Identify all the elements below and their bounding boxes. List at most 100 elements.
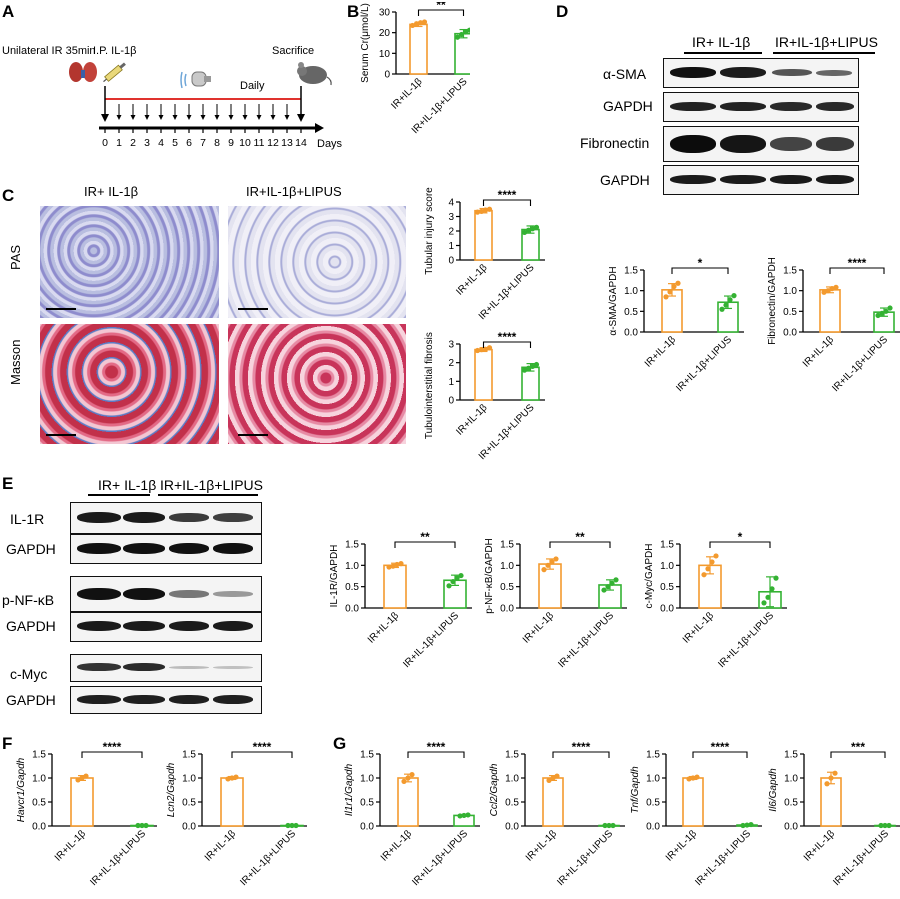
data-point bbox=[229, 775, 235, 781]
significance-label: **** bbox=[498, 188, 517, 202]
significance-bracket bbox=[81, 751, 143, 758]
y-tick-label: 0 bbox=[384, 70, 390, 81]
chart-d-fibronectin: 0.0 0.5 1.0 1.5 Fibronectin/GAPDH IR+IL-1βIR+… bbox=[767, 256, 900, 394]
data-point bbox=[390, 563, 396, 569]
bar bbox=[474, 209, 493, 261]
y-tick-label: 1.5 bbox=[784, 750, 798, 761]
significance-label: **** bbox=[572, 740, 591, 754]
data-point bbox=[521, 229, 528, 236]
data-point bbox=[457, 813, 463, 819]
y-axis-label: Lcn2/Gapdh bbox=[166, 762, 177, 817]
significance-bracket bbox=[231, 751, 293, 758]
data-point bbox=[233, 774, 239, 780]
ip-label: I.P. IL-1β bbox=[93, 45, 137, 57]
category-label: IR+IL-1β bbox=[802, 828, 837, 863]
category-label: IR+IL-1β bbox=[389, 76, 424, 111]
y-tick-label: 0.0 bbox=[500, 604, 514, 615]
y-tick-label: 1.5 bbox=[783, 266, 797, 277]
bar bbox=[383, 564, 407, 609]
y-tick-label: 1.5 bbox=[624, 266, 638, 277]
y-tick-label: 1.5 bbox=[182, 750, 196, 761]
daily-arrow-head bbox=[200, 115, 206, 120]
y-axis-label: Fibronectin/GAPDH bbox=[767, 257, 778, 345]
data-point bbox=[409, 22, 416, 29]
blot-label: p-NF-κB bbox=[2, 592, 55, 608]
bar bbox=[220, 777, 244, 827]
timeline-tick-label: 7 bbox=[200, 137, 206, 149]
significance-label: * bbox=[738, 530, 743, 544]
data-point bbox=[454, 34, 461, 40]
category-label: IR+IL-1β+LIPUS bbox=[401, 610, 461, 670]
category-label: IR+IL-1β+LIPUS bbox=[555, 828, 615, 888]
y-tick-label: 0.5 bbox=[660, 582, 674, 593]
blot-label: GAPDH bbox=[600, 172, 650, 188]
y-tick-label: 0.5 bbox=[32, 798, 46, 809]
data-point bbox=[824, 781, 830, 787]
timeline-tick-label: 8 bbox=[214, 137, 220, 149]
y-tick-label: 1.0 bbox=[32, 774, 46, 785]
y-axis-label: Serum Cr(μmol/L) bbox=[360, 3, 371, 83]
bar bbox=[820, 777, 842, 827]
row-label-pas: PAS bbox=[8, 244, 23, 270]
data-point bbox=[606, 822, 612, 829]
data-point bbox=[405, 775, 411, 781]
row-label-masson: Masson bbox=[8, 339, 23, 385]
chart-g-il6: 0.0 0.5 1.0 1.5 Il6/Gapdh IR+IL-1βIR+IL-1β+LI… bbox=[768, 740, 900, 888]
data-point bbox=[740, 822, 746, 829]
data-point bbox=[446, 583, 452, 589]
y-axis-label: p-NF-κB/GAPDH bbox=[484, 538, 495, 614]
y-tick-label: 20 bbox=[379, 28, 391, 39]
data-point bbox=[458, 572, 464, 579]
chart-d-asma: 0.0 0.5 1.0 1.5 α-SMA/GAPDH IR+IL-1βIR+IL-1β+… bbox=[608, 256, 744, 394]
data-point bbox=[833, 284, 839, 290]
y-axis-label: Tubular injury score bbox=[424, 187, 435, 275]
y-tick-label: 1 bbox=[448, 377, 454, 388]
panel-letter-d: D bbox=[556, 2, 569, 21]
data-point bbox=[773, 575, 779, 581]
data-point bbox=[879, 310, 885, 316]
y-tick-label: 1.5 bbox=[360, 750, 374, 761]
y-tick-label: 0.0 bbox=[784, 822, 798, 833]
category-label: IR+IL-1β+LIPUS bbox=[88, 828, 148, 888]
data-point bbox=[454, 575, 460, 581]
y-tick-label: 0.5 bbox=[783, 307, 797, 318]
category-label: IR+IL-1β bbox=[521, 610, 556, 645]
y-tick-label: 0.5 bbox=[500, 582, 514, 593]
blot-label: IL-1R bbox=[10, 511, 45, 527]
category-label: IR+IL-1β bbox=[664, 828, 699, 863]
data-point bbox=[705, 566, 711, 572]
data-point bbox=[744, 822, 750, 828]
data-point bbox=[482, 207, 489, 213]
y-tick-label: 0.0 bbox=[646, 822, 660, 833]
pas-image-g2 bbox=[228, 206, 406, 318]
y-tick-label: 0.0 bbox=[345, 604, 359, 615]
category-label: IR+IL-1β+LIPUS bbox=[410, 828, 470, 888]
significance-bracket bbox=[407, 751, 465, 758]
histology-header-g1: IR+ IL-1β bbox=[84, 184, 139, 199]
y-axis-label: Il1r1/Gapdh bbox=[344, 763, 355, 816]
group-underline bbox=[88, 494, 150, 496]
data-point bbox=[875, 312, 881, 319]
y-tick-label: 0.5 bbox=[646, 798, 660, 809]
timeline-tick-label: 4 bbox=[158, 137, 164, 149]
y-tick-label: 1.0 bbox=[783, 286, 797, 297]
data-point bbox=[675, 280, 681, 286]
data-point bbox=[466, 27, 470, 33]
data-point bbox=[401, 778, 407, 784]
data-point bbox=[413, 21, 420, 27]
category-label: IR+IL-1β bbox=[203, 828, 238, 863]
y-tick-label: 2 bbox=[448, 227, 454, 238]
significance-label: **** bbox=[848, 256, 867, 270]
daily-arrow-head bbox=[214, 115, 220, 120]
data-point bbox=[486, 345, 493, 351]
y-tick-label: 0.5 bbox=[182, 798, 196, 809]
significance-label: ** bbox=[436, 2, 446, 12]
y-axis-label: Tubulointerstitial fibrosis score bbox=[424, 330, 435, 439]
blot-gapdh bbox=[70, 686, 262, 714]
y-tick-label: 1.5 bbox=[32, 750, 46, 761]
data-point bbox=[667, 289, 673, 295]
data-point bbox=[553, 556, 559, 562]
data-point bbox=[394, 561, 400, 568]
panel-letter-f: F bbox=[2, 734, 13, 753]
